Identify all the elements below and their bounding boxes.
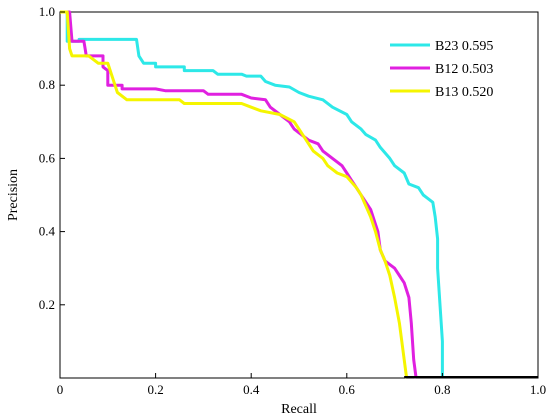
y-tick-label: 0.8: [39, 77, 55, 92]
plot-area: [59, 11, 539, 379]
ticks-layer: 0 0.2 0.4 0.6 0.8 1.0 0.2 0.4 0.6 0.8 1.0: [39, 4, 546, 397]
y-tick-label: 0.4: [39, 224, 56, 239]
x-tick-label: 0.2: [147, 382, 163, 397]
y-tick-label: 0.2: [39, 297, 55, 312]
y-tick-label: 0.6: [39, 150, 56, 165]
legend-label-1: B12 0.503: [435, 62, 493, 77]
legend-label-0: B23 0.595: [435, 39, 493, 54]
series-line-0: [60, 10, 444, 378]
y-tick-label: 1.0: [39, 4, 55, 19]
x-tick-label: 0.4: [243, 382, 260, 397]
x-axis-label: Recall: [281, 402, 317, 417]
x-tick-label: 0.6: [339, 382, 356, 397]
x-tick-label: 0: [57, 382, 64, 397]
x-tick-label: 0.8: [434, 382, 450, 397]
y-axis-label: Precision: [6, 169, 21, 221]
legend: B23 0.595 B12 0.503 B13 0.520: [390, 39, 493, 100]
series-line-2: [60, 10, 409, 379]
series-layer: [60, 10, 538, 379]
x-tick-label: 1.0: [530, 382, 546, 397]
legend-label-2: B13 0.520: [435, 85, 493, 100]
